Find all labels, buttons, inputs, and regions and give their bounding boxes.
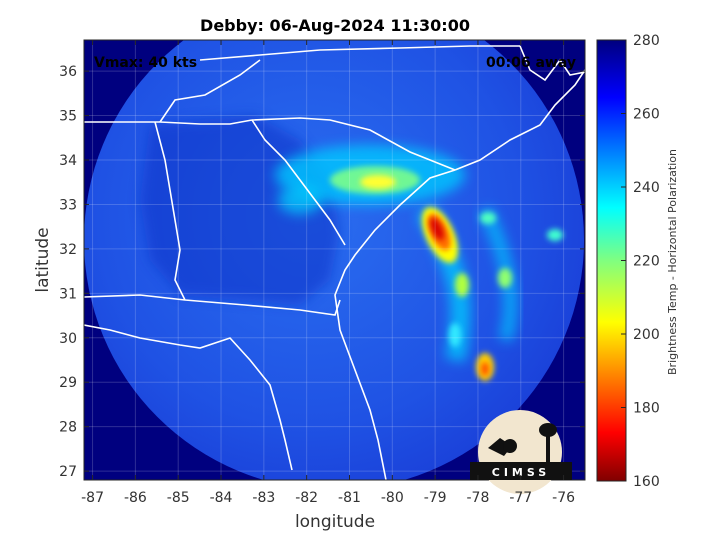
x-tick-label: -76 [552,490,575,506]
state-line-tn [159,59,261,123]
colorbar: 160 180 200 220 240 260 280 Brightness Temp - … [596,33,679,490]
x-tick-label: -86 [124,490,147,506]
plot-area [84,40,585,480]
colorbar-tick-label: 180 [633,401,660,417]
x-tick-label: -83 [252,490,275,506]
core-inner [430,217,444,241]
y-tick-label: 27 [59,464,77,480]
y-tick-label: 34 [59,153,77,169]
state-line-fl-ga [84,294,341,316]
figure-title: Debby: 06-Aug-2024 11:30:00 [200,16,470,35]
coast-nc [454,69,585,171]
colorbar-tick-label: 200 [633,327,660,343]
band-cell-east [498,268,512,288]
colorbar-tick-label: 220 [633,254,660,270]
colorbar-tick-label: 240 [633,180,660,196]
y-tick-label: 29 [59,375,77,391]
y-tick-label: 33 [59,197,77,213]
x-ticks: -87 -86 -85 -84 -83 -82 -81 -80 -79 -78 -77 -76 [81,40,575,506]
state-line-north [84,119,253,125]
state-line-ga-sc [251,119,346,246]
x-axis-label: longitude [295,512,375,532]
colorbar-ticks: 160 180 200 220 240 260 280 [621,33,660,490]
colorbar-label: Brightness Temp - Horizontal Polarizatio… [666,149,679,375]
y-ticks: 27 28 29 30 31 32 33 34 35 36 [59,64,585,480]
y-tick-label: 36 [59,64,77,80]
y-tick-label: 30 [59,331,77,347]
y-tick-label: 28 [59,420,77,436]
band-cell-south-core [481,362,489,376]
y-tick-label: 32 [59,242,77,258]
cimss-logo: CIMSS [470,410,572,494]
logo-tower-icon [546,425,550,463]
band-cell-south-west [449,323,461,347]
colorbar-tick-label: 280 [633,33,660,49]
coast-gulf [84,324,293,471]
coast-east [334,169,456,480]
y-axis-label: latitude [33,227,53,292]
colorbar-tick-label: 160 [633,474,660,490]
axes-frame [83,39,586,481]
state-line-ga-al [154,121,186,301]
band-west-arc [278,186,322,214]
colorbar-tick-label: 260 [633,107,660,123]
x-tick-label: -82 [295,490,318,506]
logo-tank-icon [539,423,557,437]
x-tick-label: -78 [467,490,490,506]
y-tick-label: 35 [59,109,77,125]
map-borders [84,45,585,480]
x-tick-label: -87 [81,490,104,506]
logo-text: CIMSS [492,466,550,479]
coast-chesapeake [519,45,585,82]
band-north-core [360,175,396,189]
x-tick-label: -79 [424,490,447,506]
grid [84,40,585,480]
band-cell-far-east [547,229,563,241]
logo-dome-icon [503,439,517,453]
band-cell-mid [455,273,469,297]
x-tick-label: -85 [167,490,190,506]
state-line-va-nc [199,45,520,61]
x-tick-label: -77 [509,490,532,506]
x-tick-label: -84 [210,490,233,506]
vmax-label: Vmax: 40 kts [94,55,197,71]
y-tick-label: 31 [59,286,77,302]
x-tick-label: -81 [338,490,361,506]
band-spiral-east [478,206,518,343]
logo-base [470,462,572,480]
state-line-nc-sc [251,117,456,171]
time-offset-label: 00:06 away [486,55,576,71]
x-tick-label: -80 [381,490,404,506]
band-cell-ne [480,212,496,224]
